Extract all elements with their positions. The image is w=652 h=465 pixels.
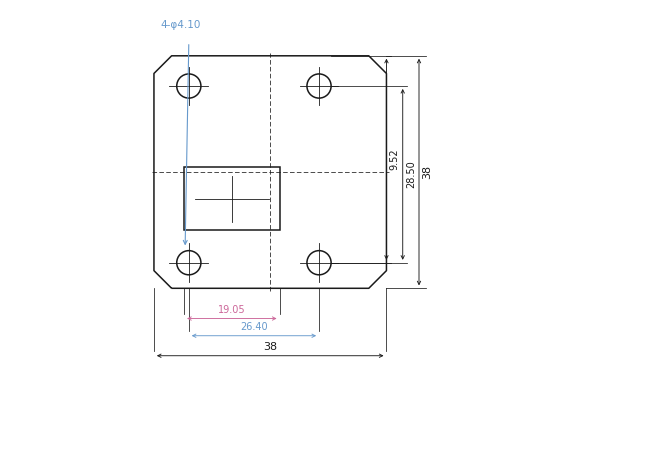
Text: 9.52: 9.52 xyxy=(390,148,400,170)
Text: 38: 38 xyxy=(422,165,432,179)
Text: 4-φ4.10: 4-φ4.10 xyxy=(161,20,201,30)
Bar xyxy=(184,167,280,230)
Text: 28.50: 28.50 xyxy=(406,160,416,188)
Text: 38: 38 xyxy=(263,342,277,352)
Text: 19.05: 19.05 xyxy=(218,305,246,315)
Text: 26.40: 26.40 xyxy=(240,322,268,332)
